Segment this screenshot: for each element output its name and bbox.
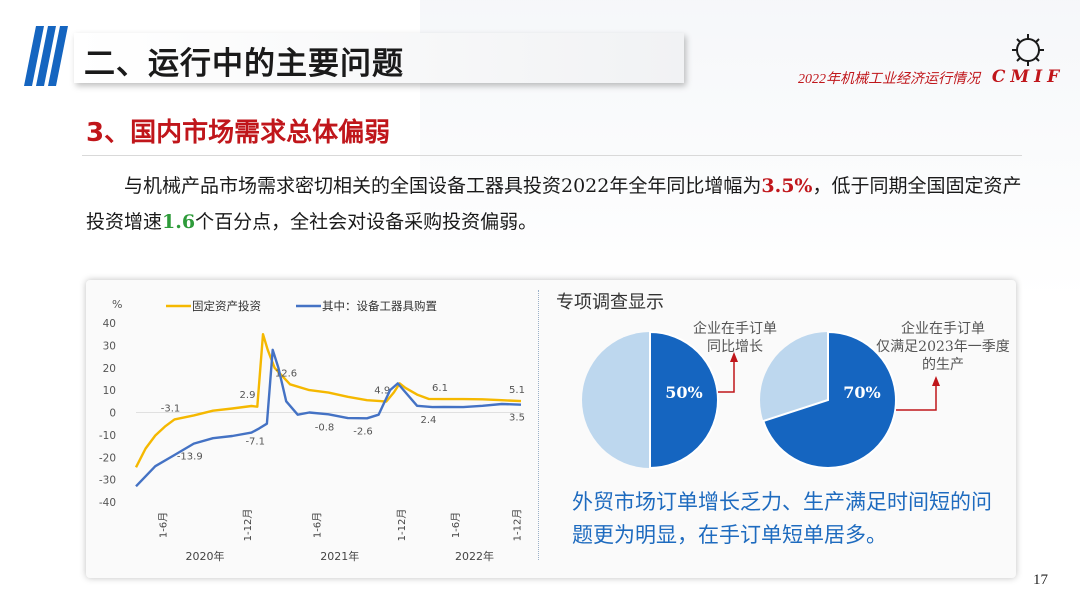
data-label: 2.9: [240, 390, 256, 401]
y-tick-label: 20: [103, 363, 116, 375]
survey-pie-charts: 50% 70%: [582, 330, 940, 470]
data-label: 3.5: [509, 413, 525, 424]
y-tick-label: 40: [103, 318, 116, 330]
x-tick-label: 1-6月: [450, 512, 462, 538]
pie2-callout: 企业在手订单仅满足2023年一季度 的生产: [868, 320, 1018, 374]
data-label: 2.4: [420, 415, 436, 426]
pie1-slice: [649, 330, 719, 470]
data-label: -13.9: [177, 452, 203, 463]
pie2-value-label: 70%: [843, 383, 880, 402]
body-paragraph: 与机械产品市场需求密切相关的全国设备工器具投资2022年全年同比增幅为3.5%，…: [86, 168, 1026, 240]
year-label: 2021年: [320, 549, 359, 563]
pie1-callout: 企业在手订单 同比增长: [680, 320, 790, 356]
y-tick-label: -30: [99, 475, 116, 487]
cmif-logo-icon: CMIF: [992, 34, 1064, 86]
series-line-1: [134, 333, 522, 468]
callout-line: 的生产: [922, 357, 964, 373]
gap-percentage-points: 1.6: [162, 211, 196, 233]
legend-label: 固定资产投资: [192, 299, 261, 313]
page-number: 17: [1033, 572, 1048, 588]
x-tick-label: 1-6月: [158, 512, 170, 538]
section-title: 3、国内市场需求总体偏弱: [86, 118, 391, 148]
y-tick-label: -10: [99, 430, 116, 442]
data-label: 5.1: [509, 385, 525, 396]
pie1-arrowhead: [730, 352, 738, 362]
x-tick-label: 1-12月: [512, 509, 524, 542]
legend-label: 其中：设备工器具购置: [322, 299, 437, 313]
investment-line-chart: % 40 30 20 10 0 -10 -20 -30 -40 固定资产投资 其中：设备工器具购置 -3…: [99, 298, 525, 563]
data-label: -3.1: [161, 403, 181, 414]
page-title-box: [74, 33, 684, 83]
data-label: -2.6: [353, 426, 373, 437]
data-label: -7.1: [245, 436, 265, 447]
header-stripes-icon: [24, 26, 68, 86]
pie1-arrow: [718, 358, 735, 393]
y-tick-label: -20: [99, 452, 116, 464]
equipment-investment-growth: 3.5%: [761, 175, 813, 197]
paragraph-text: ，低于同期全国固定资产投资增速: [86, 175, 1022, 233]
pie2-slice: [762, 330, 897, 469]
page-title: 二、运行中的主要问题: [84, 46, 404, 82]
data-label: -0.8: [315, 422, 335, 433]
data-label: 6.1: [432, 383, 448, 394]
y-tick-label: -40: [99, 497, 116, 509]
callout-line: 同比增长: [707, 339, 763, 355]
section-divider: [82, 155, 1022, 156]
x-tick-label: 1-6月: [312, 512, 324, 538]
logo-text: CMIF: [992, 67, 1064, 86]
survey-conclusion: 外贸市场订单增长乏力、生产满足时间短的问题更为明显，在手订单短单居多。: [572, 490, 992, 547]
x-tick-label: 1-12月: [396, 509, 408, 542]
year-label: 2022年: [455, 549, 494, 563]
report-name: 2022年机械工业经济运行情况: [798, 72, 980, 87]
year-label: 2020年: [186, 549, 225, 563]
pie1-value-label: 50%: [665, 383, 702, 402]
pie2-arrow: [896, 382, 937, 411]
y-tick-label: 10: [103, 385, 116, 397]
data-label: 4.9: [374, 386, 390, 397]
callout-line: 企业在手订单: [693, 321, 777, 337]
paragraph-text: 与机械产品市场需求密切相关的全国设备工器具投资2022年全年同比增幅为: [124, 175, 762, 197]
paragraph-text: 个百分点，全社会对设备采购投资偏弱。: [195, 211, 538, 233]
panel-divider: [538, 290, 540, 560]
data-label: 12.6: [275, 368, 297, 379]
y-axis-unit: %: [112, 298, 122, 311]
y-tick-label: 30: [103, 340, 116, 352]
series-line-2: [135, 348, 522, 488]
callout-line: 企业在手订单: [901, 321, 985, 337]
survey-title: 专项调查显示: [556, 292, 664, 313]
pie2-arrowhead: [932, 376, 940, 386]
x-tick-label: 1-12月: [242, 509, 254, 542]
callout-line: 仅满足2023年一季度: [876, 339, 1010, 355]
y-tick-label: 0: [109, 408, 116, 420]
